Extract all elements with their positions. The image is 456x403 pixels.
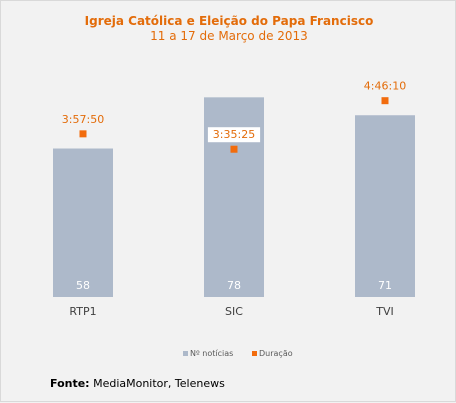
category-label: RTP1 [69,305,96,318]
category-label: SIC [225,305,243,318]
legend-label-noticias: Nº notícias [190,349,233,358]
legend-label-duracao: Duração [259,349,293,358]
chart-subtitle: 11 a 17 de Março de 2013 [150,29,308,43]
source-note: Fonte: MediaMonitor, Telenews [50,377,225,390]
bar-tvi [355,115,415,298]
legend: Nº notícias Duração [183,349,293,358]
bar-value-label: 58 [76,279,90,292]
source-label: Fonte: [50,377,90,390]
chart-title: Igreja Católica e Eleição do Papa Franci… [85,14,374,28]
bar-group: 58 78 71 [53,97,415,298]
category-labels: RTP1 SIC TVI [69,305,393,318]
duration-marker-tvi [381,97,389,105]
duration-marker-group: 3:57:50 3:35:25 4:46:10 [62,80,406,153]
bar-value-label: 71 [378,279,392,292]
duration-label: 3:35:25 [213,128,255,141]
duration-marker-rtp1 [79,130,87,138]
legend-swatch-noticias [183,351,188,356]
duration-marker-sic [230,145,238,153]
bar-rtp1 [53,148,113,297]
duration-label: 3:57:50 [62,113,104,126]
bar-value-label: 78 [227,279,241,292]
source-text: MediaMonitor, Telenews [93,377,225,390]
duration-label-bg [207,127,261,143]
legend-swatch-duracao [252,351,257,356]
duration-label: 4:46:10 [364,80,406,93]
category-label: TVI [375,305,394,318]
